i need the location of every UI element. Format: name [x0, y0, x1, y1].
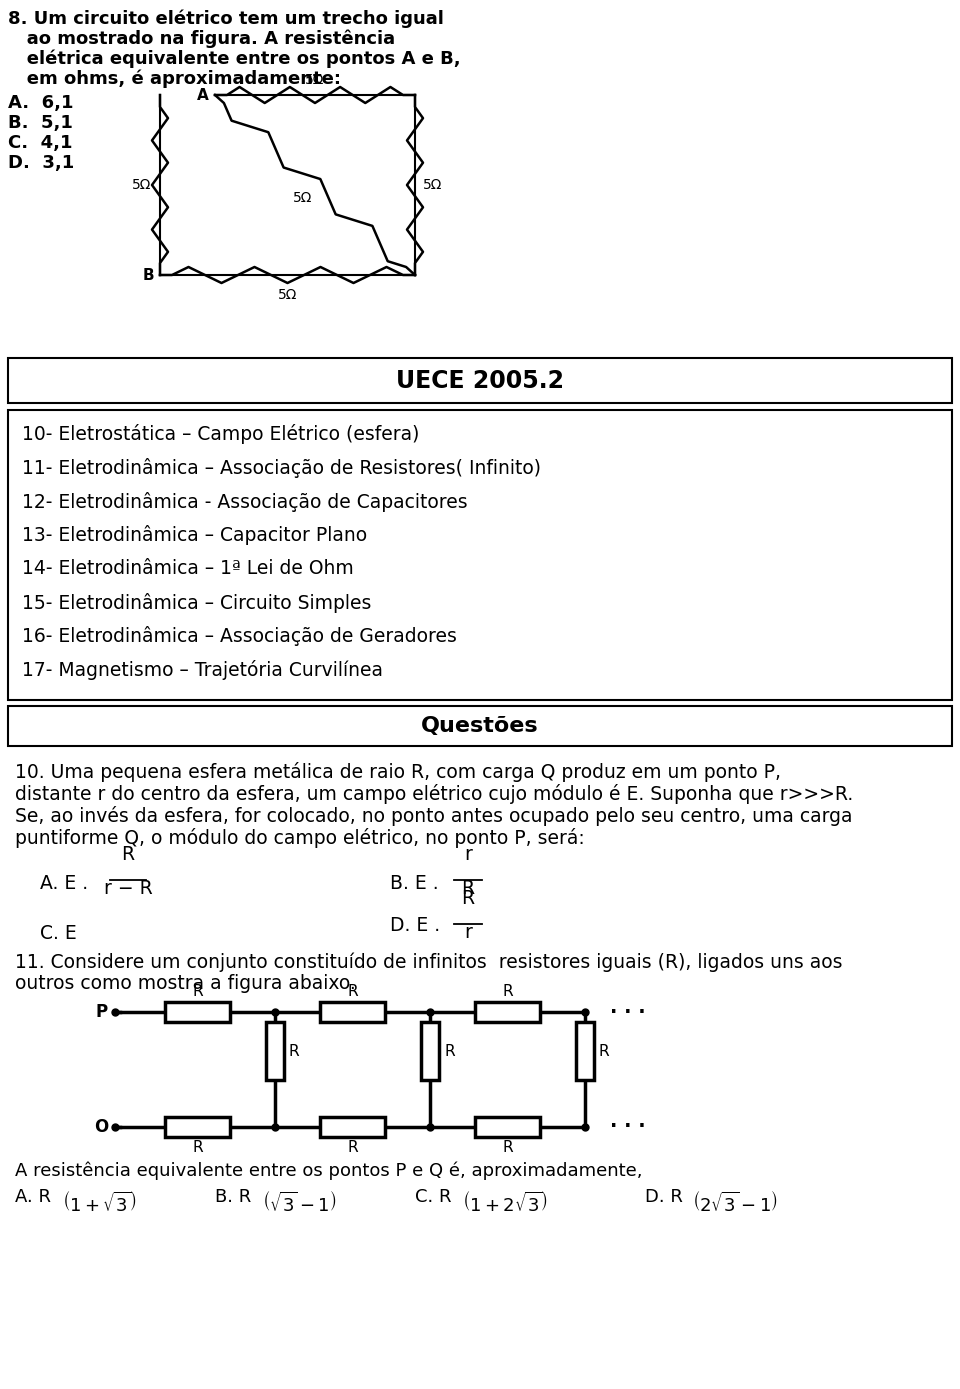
Text: 11- Eletrodinâmica – Associação de Resistores( Infinito): 11- Eletrodinâmica – Associação de Resis…	[22, 458, 541, 478]
Text: Se, ao invés da esfera, for colocado, no ponto antes ocupado pelo seu centro, um: Se, ao invés da esfera, for colocado, no…	[15, 806, 852, 826]
Text: Questões: Questões	[421, 715, 539, 736]
Text: B.  5,1: B. 5,1	[8, 114, 73, 132]
Text: · · ·: · · ·	[610, 1003, 646, 1021]
Text: R: R	[462, 889, 474, 908]
Text: 12- Eletrodinâmica - Associação de Capacitores: 12- Eletrodinâmica - Associação de Capac…	[22, 492, 468, 511]
Text: 10- Eletrostática – Campo Elétrico (esfera): 10- Eletrostática – Campo Elétrico (esfe…	[22, 424, 420, 444]
Text: C.  4,1: C. 4,1	[8, 133, 73, 151]
Text: R: R	[348, 1140, 358, 1156]
Text: 5Ω: 5Ω	[293, 192, 313, 206]
Text: A: A	[197, 88, 209, 103]
Bar	[475, 1117, 540, 1138]
Text: R: R	[599, 1043, 610, 1058]
Text: A resistência equivalente entre os pontos P e Q é, aproximadamente,: A resistência equivalente entre os ponto…	[15, 1163, 642, 1181]
Text: distante r do centro da esfera, um campo elétrico cujo módulo é E. Suponha que r: distante r do centro da esfera, um campo…	[15, 783, 853, 804]
Text: r: r	[464, 845, 472, 864]
Text: 5Ω: 5Ω	[423, 178, 443, 192]
Text: A.  6,1: A. 6,1	[8, 94, 74, 113]
Text: C. E: C. E	[40, 924, 77, 943]
Text: r: r	[464, 924, 472, 942]
Text: r − R: r − R	[104, 879, 153, 899]
Bar	[320, 1117, 385, 1138]
Text: O: O	[94, 1118, 108, 1136]
FancyBboxPatch shape	[8, 706, 952, 746]
Text: outros como mostra a figura abaixo.: outros como mostra a figura abaixo.	[15, 974, 356, 993]
Text: 8. Um circuito elétrico tem um trecho igual: 8. Um circuito elétrico tem um trecho ig…	[8, 10, 444, 29]
Text: A. E .: A. E .	[40, 874, 88, 893]
Text: D. R: D. R	[645, 1188, 683, 1206]
Bar	[165, 1001, 230, 1022]
Text: $\left(2\sqrt{3}-1\right)$: $\left(2\sqrt{3}-1\right)$	[692, 1190, 778, 1217]
Text: B. E .: B. E .	[390, 874, 439, 893]
Text: R: R	[502, 1140, 513, 1156]
Text: UECE 2005.2: UECE 2005.2	[396, 368, 564, 393]
Text: R: R	[192, 1140, 203, 1156]
Bar	[475, 1001, 540, 1022]
Text: D. E .: D. E .	[390, 915, 440, 935]
Text: puntiforme Q, o módulo do campo elétrico, no ponto P, será:: puntiforme Q, o módulo do campo elétrico…	[15, 828, 585, 849]
Text: 14- Eletrodinâmica – 1ª Lei de Ohm: 14- Eletrodinâmica – 1ª Lei de Ohm	[22, 558, 353, 578]
Text: R: R	[502, 983, 513, 999]
FancyBboxPatch shape	[8, 358, 952, 403]
Text: 15- Eletrodinâmica – Circuito Simples: 15- Eletrodinâmica – Circuito Simples	[22, 593, 372, 613]
Bar	[576, 1022, 594, 1081]
Text: 5Ω: 5Ω	[305, 74, 324, 88]
Text: 17- Magnetismo – Trajetória Curvilínea: 17- Magnetismo – Trajetória Curvilínea	[22, 660, 383, 681]
Text: P: P	[96, 1003, 108, 1021]
FancyBboxPatch shape	[8, 410, 952, 700]
Text: · · ·: · · ·	[610, 1118, 646, 1136]
Text: A. R: A. R	[15, 1188, 51, 1206]
Bar	[165, 1117, 230, 1138]
Text: 5Ω: 5Ω	[132, 178, 152, 192]
Text: B: B	[142, 268, 154, 282]
Text: $\left(\sqrt{3}-1\right)$: $\left(\sqrt{3}-1\right)$	[262, 1190, 336, 1217]
Text: elétrica equivalente entre os pontos A e B,: elétrica equivalente entre os pontos A e…	[8, 50, 461, 68]
Text: 13- Eletrodinâmica – Capacitor Plano: 13- Eletrodinâmica – Capacitor Plano	[22, 525, 367, 546]
Text: R: R	[462, 879, 474, 899]
Text: R: R	[289, 1043, 300, 1058]
Text: D.  3,1: D. 3,1	[8, 154, 74, 172]
Text: 5Ω: 5Ω	[277, 288, 298, 301]
Bar	[320, 1001, 385, 1022]
Text: B. R: B. R	[215, 1188, 252, 1206]
Text: $\left(1+2\sqrt{3}\right)$: $\left(1+2\sqrt{3}\right)$	[462, 1190, 548, 1217]
Text: C. R: C. R	[415, 1188, 451, 1206]
Text: R: R	[348, 983, 358, 999]
Bar	[421, 1022, 439, 1081]
Bar	[266, 1022, 284, 1081]
Text: ao mostrado na figura. A resistência: ao mostrado na figura. A resistência	[8, 31, 396, 49]
Text: R: R	[121, 845, 134, 864]
Text: 16- Eletrodinâmica – Associação de Geradores: 16- Eletrodinâmica – Associação de Gerad…	[22, 626, 457, 646]
Text: $\left(1+\sqrt{3}\right)$: $\left(1+\sqrt{3}\right)$	[62, 1190, 136, 1217]
Text: em ohms, é aproximadamente:: em ohms, é aproximadamente:	[8, 69, 341, 89]
Text: 10. Uma pequena esfera metálica de raio R, com carga Q produz em um ponto P,: 10. Uma pequena esfera metálica de raio …	[15, 763, 781, 782]
Text: R: R	[444, 1043, 455, 1058]
Text: R: R	[192, 983, 203, 999]
Text: 11. Considere um conjunto constituído de infinitos  resistores iguais (R), ligad: 11. Considere um conjunto constituído de…	[15, 951, 843, 971]
